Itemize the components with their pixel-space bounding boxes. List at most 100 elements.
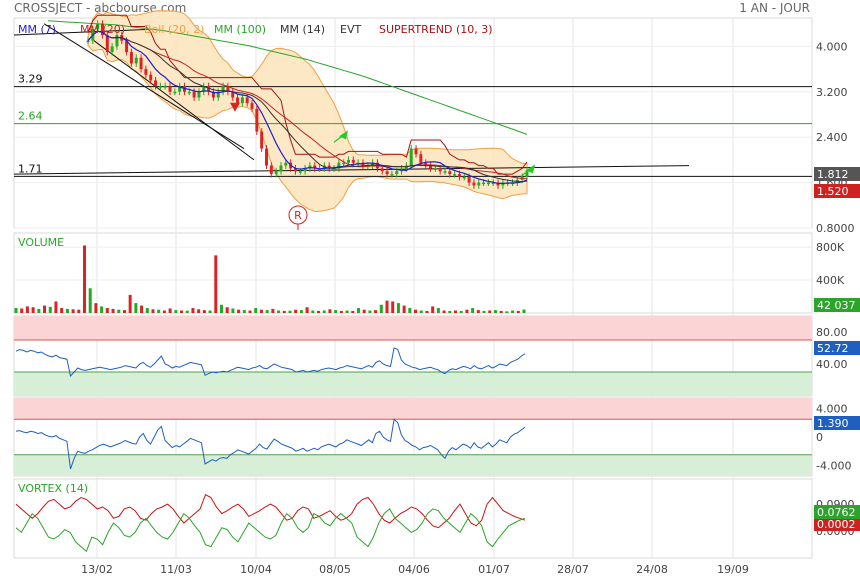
rsi-y-tick: 40.00 xyxy=(816,358,848,371)
legend-0: MM (7) xyxy=(18,23,56,36)
sell-signal-arrow xyxy=(230,102,240,112)
trendline xyxy=(13,28,150,36)
volume-bar xyxy=(88,288,92,313)
pgo-y-tick: 0 xyxy=(816,431,823,444)
volume-bar xyxy=(140,305,144,313)
vortex-plus-line xyxy=(15,508,526,553)
legend-2: Boll (20, 2) xyxy=(144,23,204,36)
event-marker-label: R xyxy=(294,209,302,222)
candle-body xyxy=(187,91,191,94)
volume-bar xyxy=(294,309,298,313)
volume-bar xyxy=(197,309,201,313)
volume-y-tick: 800K xyxy=(816,241,845,254)
trendline xyxy=(13,165,690,175)
price-y-tick: 0.8000 xyxy=(816,222,855,235)
candle-body xyxy=(414,148,418,155)
level-label: 3.29 xyxy=(18,73,43,86)
candle-body xyxy=(337,162,341,169)
volume-bar xyxy=(117,309,121,313)
candle-body xyxy=(327,165,331,169)
candle-body xyxy=(96,23,100,30)
vortex-minus-badge: 0.0002 xyxy=(817,518,856,531)
volume-bar xyxy=(299,310,303,313)
legend-1: MM (20) xyxy=(80,23,125,36)
volume-bar xyxy=(259,309,263,313)
volume-bar xyxy=(317,310,321,313)
last-price-badge-bg xyxy=(814,167,860,181)
candle-body xyxy=(154,80,158,87)
candle-body xyxy=(134,57,138,64)
vortex-minus-line xyxy=(15,493,526,529)
candle-body xyxy=(178,86,182,92)
volume-bar xyxy=(25,306,29,313)
candle-body xyxy=(472,182,476,186)
volume-bar xyxy=(157,309,161,313)
candle-body xyxy=(390,174,394,176)
level-label: 2.64 xyxy=(18,110,43,123)
candle-body xyxy=(139,57,143,70)
volume-bar xyxy=(185,310,189,313)
rsi-oversold-zone xyxy=(14,372,812,396)
volume-bar xyxy=(94,303,98,313)
volume-bar xyxy=(505,311,509,313)
volume-bar xyxy=(54,301,58,313)
volume-bar xyxy=(282,310,286,313)
vortex-plus-badge: 0.0762 xyxy=(817,506,856,519)
level-label: 1.71 xyxy=(18,162,43,175)
x-tick-label: 24/08 xyxy=(636,563,668,576)
price-y-tick: 2.400 xyxy=(816,131,848,144)
candle-body xyxy=(274,171,278,175)
buy-signal-arrow xyxy=(339,130,348,140)
volume-bar xyxy=(174,310,178,313)
ma100-line xyxy=(47,20,528,135)
candle-body xyxy=(525,170,529,177)
volume-bar xyxy=(328,309,332,313)
volume-bar xyxy=(237,309,241,313)
volume-bar xyxy=(180,310,184,313)
volume-bar xyxy=(20,308,24,313)
candle-body xyxy=(231,91,235,98)
volume-title: VOLUME xyxy=(18,236,64,249)
volume-bar xyxy=(77,309,81,313)
volume-bar xyxy=(499,310,503,313)
candle-body xyxy=(226,86,230,92)
x-tick-label: 08/05 xyxy=(319,563,351,576)
last-price-badge: 1.812 xyxy=(817,168,849,181)
candle-body xyxy=(438,168,442,172)
volume-bar xyxy=(311,310,315,313)
pgo-low-zone xyxy=(14,454,812,476)
rsi-line xyxy=(15,347,526,378)
volume-bar xyxy=(345,310,349,313)
candle-body xyxy=(240,97,244,104)
candle-body xyxy=(477,182,481,186)
volume-bar xyxy=(356,308,360,313)
volume-bar xyxy=(168,308,172,313)
candle-body xyxy=(457,174,461,177)
volume-bar xyxy=(254,308,258,313)
volume-bar xyxy=(471,308,475,313)
volume-bar xyxy=(14,308,18,313)
volume-bar xyxy=(128,294,132,313)
candle-body xyxy=(255,108,259,132)
volume-bar xyxy=(277,310,281,313)
volume-bar xyxy=(402,305,406,313)
candle-body xyxy=(453,174,457,176)
volume-bar xyxy=(391,301,395,313)
last-supertrend-badge-bg xyxy=(814,184,860,198)
supertrend-line xyxy=(87,14,528,175)
last-supertrend-badge: 1.520 xyxy=(817,185,849,198)
volume-y-tick: 400K xyxy=(816,274,845,287)
header-period: 1 AN - JOUR xyxy=(739,1,810,15)
volume-bar xyxy=(488,310,492,313)
candle-body xyxy=(158,86,162,88)
volume-bar xyxy=(379,304,383,313)
candle-body xyxy=(173,91,177,94)
volume-bar xyxy=(459,310,463,313)
rsi-last-badge: 52.72 xyxy=(817,342,849,355)
candle-body xyxy=(211,91,215,98)
header-title: CROSSJECT - abcbourse.com xyxy=(14,1,186,15)
volume-bar xyxy=(37,308,41,313)
candle-body xyxy=(216,91,220,98)
volume-bar xyxy=(271,308,275,313)
